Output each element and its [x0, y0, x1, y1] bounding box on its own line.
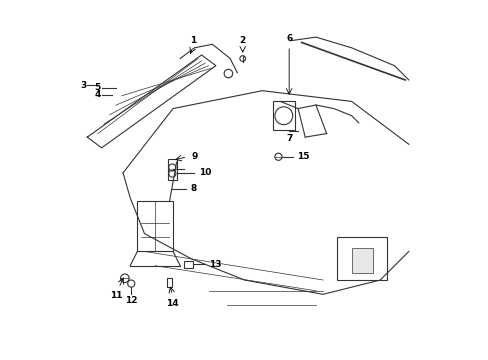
- Bar: [183, 261, 192, 267]
- Bar: [337, 237, 386, 280]
- Text: 6: 6: [285, 34, 292, 43]
- Text: 5: 5: [94, 83, 100, 92]
- Text: 7: 7: [285, 134, 292, 143]
- Text: 1: 1: [189, 36, 195, 45]
- Text: 12: 12: [125, 296, 137, 305]
- Text: 14: 14: [166, 298, 178, 307]
- Bar: [272, 102, 294, 130]
- Bar: [351, 248, 372, 273]
- Bar: [167, 158, 176, 180]
- Text: 3: 3: [80, 81, 86, 90]
- Text: 10: 10: [199, 168, 211, 177]
- Text: 13: 13: [208, 260, 221, 269]
- Text: 8: 8: [190, 184, 196, 193]
- Text: 2: 2: [239, 36, 245, 45]
- Bar: [137, 202, 173, 251]
- Bar: [166, 278, 172, 287]
- Text: 9: 9: [191, 152, 198, 161]
- Text: 15: 15: [297, 152, 309, 161]
- Text: 4: 4: [94, 90, 101, 99]
- Text: 11: 11: [109, 292, 122, 301]
